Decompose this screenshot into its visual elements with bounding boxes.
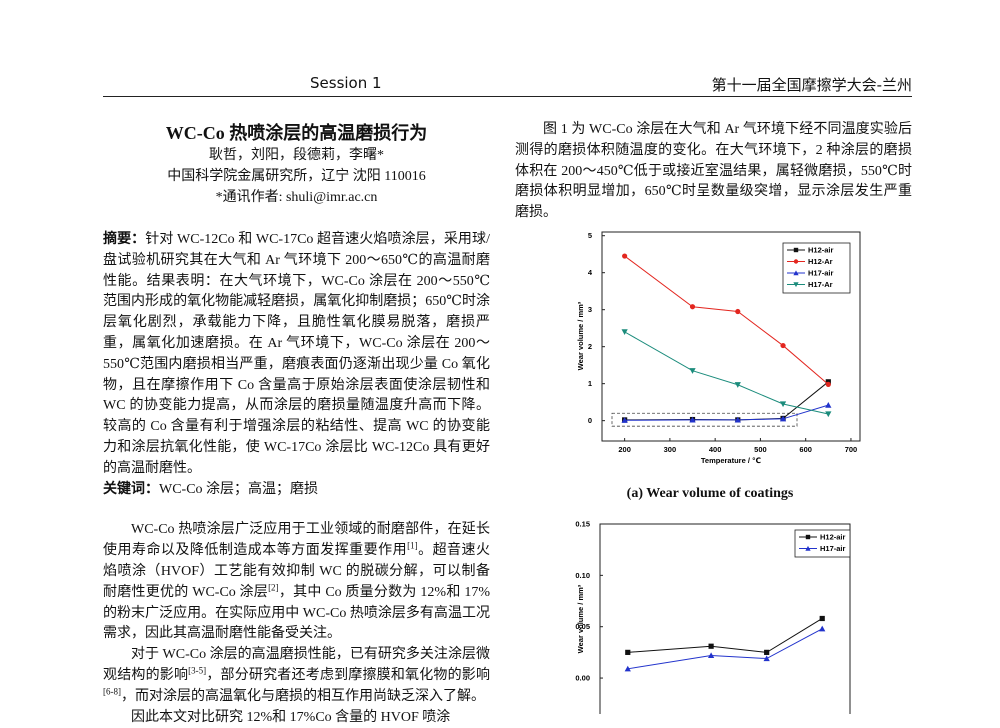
- x-tick-label: 300: [664, 445, 677, 454]
- legend-label: H12-air: [808, 246, 834, 255]
- legend-marker: [793, 259, 799, 264]
- legend-marker: [805, 534, 811, 540]
- y-tick-label: 4: [588, 268, 593, 277]
- marker: [621, 329, 628, 335]
- conference: 第十一届全国摩擦学大会-兰州: [711, 76, 912, 94]
- citation: [3-5]: [188, 665, 207, 676]
- legend-marker: [805, 545, 811, 551]
- marker: [825, 401, 832, 408]
- header-rule: [103, 96, 912, 97]
- legend-box: [794, 529, 851, 558]
- y-tick-label: 0.00: [575, 674, 590, 683]
- plot-frame: [601, 231, 861, 442]
- marker: [735, 308, 741, 315]
- series-line: [627, 628, 823, 670]
- text: WC-Co 热喷涂层广泛应用于工业领域的耐磨部件，在延长使用寿命以及降低制造成本…: [103, 522, 490, 559]
- legend-marker: [793, 270, 799, 276]
- title-block: WC-Co 热喷涂层的高温磨损行为 耿哲，刘阳，段德莉，李曙* 中国科学院金属研…: [103, 121, 490, 208]
- text: ，其中 Co 质量分数为 12%和 17%的粉末广泛应用。在实际应用中 WC-C…: [103, 584, 490, 642]
- y-tick-label: 0.05: [575, 622, 590, 631]
- x-tick-label: 600: [799, 445, 812, 454]
- paper-title: WC-Co 热喷涂层的高温磨损行为: [165, 123, 428, 143]
- legend-marker: [793, 282, 799, 288]
- marker: [734, 382, 741, 388]
- y-tick-label: 0.15: [575, 520, 590, 529]
- marker: [763, 655, 770, 662]
- marker: [625, 649, 631, 655]
- keywords: WC-Co 涂层；高温；磨损: [159, 481, 319, 497]
- text: 。超音速火焰喷涂（HVOF）工艺能有效抑制 WC 的脱碳分解，可以制备耐磨性更优…: [103, 543, 491, 600]
- text: 对于 WC-Co 涂层的高温磨损性能，已有研究多关注涂层微观结构的影响: [103, 647, 490, 683]
- legend-label: H12-Ar: [808, 257, 833, 266]
- citation: [6-8]: [103, 686, 121, 697]
- abstract-label: 摘要：: [103, 232, 146, 247]
- figure-caption: (a) Wear volume of coatings: [626, 486, 794, 501]
- x-axis-label: Temperature / ℃: [701, 456, 761, 465]
- y-tick-label: 2: [588, 342, 592, 351]
- y-axis-label: Wear volume / mm³: [576, 301, 585, 370]
- authors: 耿哲，刘阳，段德莉，李曙*: [209, 148, 384, 163]
- marker: [621, 417, 628, 423]
- marker: [734, 416, 741, 423]
- series-line: [624, 331, 829, 415]
- text: ，而对涂层的高温氧化与磨损的相互作用尚缺乏深入了解。: [121, 688, 485, 704]
- marker: [779, 401, 787, 408]
- marker: [708, 643, 714, 649]
- session: Session 1: [310, 74, 382, 92]
- legend-label: H17-air: [820, 544, 846, 553]
- plot-frame: [599, 523, 851, 714]
- right-column: 图 1 为 WC-Co 涂层在大气和 Ar 气环境下经不同温度实验后测得的磨损体…: [515, 120, 912, 224]
- y-tick-label: 5: [588, 231, 592, 240]
- marker: [780, 342, 786, 349]
- abstract: 针对 WC-12Co 和 WC-17Co 超音速火焰喷涂层，采用球/盘试验机研究…: [103, 232, 491, 476]
- citation: [2]: [268, 582, 279, 593]
- marker: [825, 381, 831, 388]
- keywords-label: 关键词：: [103, 481, 159, 497]
- marker: [624, 665, 631, 672]
- affiliation: 中国科学院金属研究所，辽宁 沈阳 110016: [167, 169, 426, 184]
- legend-marker: [793, 247, 799, 253]
- marker: [689, 304, 696, 310]
- y-axis-label: Wear volume / mm³: [576, 584, 585, 653]
- marker: [764, 649, 770, 655]
- text: 图 1 为 WC-Co 涂层在大气和 Ar 气环境下经不同温度实验后测得的磨损体…: [515, 122, 912, 221]
- marker: [689, 416, 696, 423]
- x-tick-label: 200: [618, 445, 631, 454]
- marker: [689, 368, 696, 374]
- y-tick-label: 0.10: [575, 571, 590, 580]
- marker: [825, 411, 832, 418]
- x-tick-label: 500: [754, 445, 767, 454]
- y-tick-label: 3: [588, 305, 592, 314]
- y-tick-label: 0: [588, 416, 592, 425]
- series-line: [627, 618, 823, 653]
- marker: [622, 253, 628, 259]
- x-tick-label: 700: [845, 445, 858, 454]
- legend-label: H12-air: [820, 533, 846, 542]
- marker: [819, 625, 826, 632]
- citation: [1]: [407, 540, 418, 551]
- legend-label: H17-air: [808, 269, 834, 278]
- x-tick-label: 400: [709, 445, 722, 454]
- marker: [819, 615, 825, 622]
- marker: [707, 652, 715, 659]
- legend-label: H17-Ar: [808, 280, 833, 289]
- highlight-box: [611, 412, 798, 427]
- contact: *通讯作者: shuli@imr.ac.cn: [215, 190, 378, 205]
- left-column: 摘要：针对 WC-12Co 和 WC-17Co 超音速火焰喷涂层，采用球/盘试验…: [103, 230, 490, 728]
- marker: [779, 415, 787, 422]
- text: ，部分研究者还考虑到摩擦膜和氧化物的影响: [206, 667, 491, 683]
- y-tick-label: 1: [588, 379, 592, 388]
